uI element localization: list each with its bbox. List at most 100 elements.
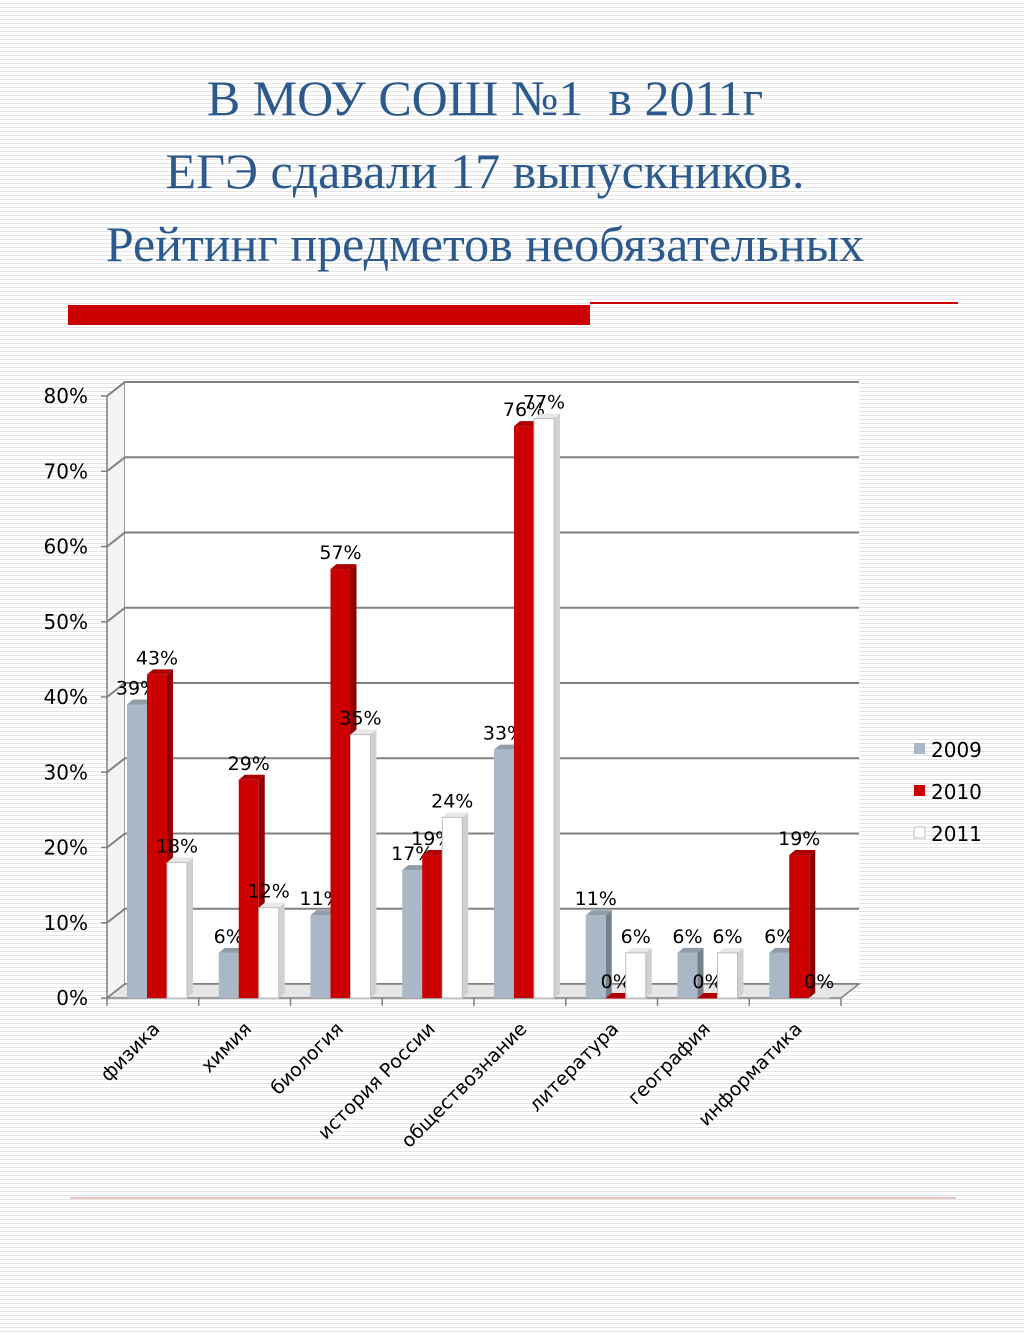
y-tick-label: 10% xyxy=(44,911,88,935)
bar-top xyxy=(218,947,245,953)
data-label: 43% xyxy=(136,647,178,669)
bar-side xyxy=(370,729,377,998)
bar xyxy=(258,907,280,999)
category-label: физика xyxy=(96,1018,164,1086)
bar xyxy=(147,674,167,998)
y-tick-label: 0% xyxy=(56,986,88,1010)
gridline xyxy=(106,832,859,849)
legend-swatch xyxy=(913,826,926,839)
slide-title: В МОУ СОШ №1 в 2011г ЕГЭ сдавали 17 выпу… xyxy=(0,62,970,281)
bar-top xyxy=(258,902,285,908)
gridline xyxy=(106,757,859,774)
bar xyxy=(218,952,239,998)
bar xyxy=(238,779,259,998)
bar-top xyxy=(350,729,377,735)
y-tick-label: 20% xyxy=(44,836,88,860)
bar-top xyxy=(147,669,173,675)
bottom-divider xyxy=(70,1197,956,1199)
bar-top xyxy=(402,865,429,871)
accent-bar xyxy=(68,305,590,325)
bar-top xyxy=(789,850,816,856)
gridline xyxy=(106,606,859,623)
bar-top xyxy=(330,564,357,570)
bar-top xyxy=(494,744,520,750)
bar xyxy=(769,952,790,998)
data-label: 0% xyxy=(692,971,722,993)
legend-label: 2011 xyxy=(931,822,982,846)
data-label: 18% xyxy=(156,836,198,858)
data-label: 57% xyxy=(319,542,361,564)
bar-top xyxy=(238,774,265,780)
bar xyxy=(585,915,606,998)
category-label: литература xyxy=(525,1018,623,1116)
bar xyxy=(441,816,463,999)
bar xyxy=(422,855,443,998)
data-label: 29% xyxy=(228,753,270,775)
bar-top xyxy=(625,947,652,953)
bar-top xyxy=(677,947,704,953)
bar xyxy=(533,418,555,999)
data-label: 6% xyxy=(621,926,651,948)
data-label: 6% xyxy=(214,926,244,948)
bar-side xyxy=(462,812,469,998)
bar xyxy=(127,704,147,998)
legend-label: 2009 xyxy=(931,738,982,762)
accent-rule xyxy=(590,302,958,304)
data-label: 6% xyxy=(672,926,702,948)
bar-side xyxy=(809,850,816,998)
category-label: биология xyxy=(266,1018,347,1099)
bar-top xyxy=(442,812,469,818)
bar-side xyxy=(645,947,652,998)
gridline xyxy=(106,907,859,924)
bar-top xyxy=(167,857,193,863)
bar xyxy=(808,997,830,999)
legend-swatch xyxy=(914,785,925,796)
y-tick-label: 30% xyxy=(44,760,88,784)
data-label: 35% xyxy=(339,708,381,730)
title-line-1: В МОУ СОШ №1 в 2011г xyxy=(206,70,764,126)
legend-label: 2010 xyxy=(931,780,982,804)
bar-top xyxy=(769,947,796,953)
data-label: 12% xyxy=(248,881,290,903)
bar-top xyxy=(534,413,560,419)
bar-top xyxy=(310,910,337,916)
category-label: химия xyxy=(197,1018,256,1077)
data-label: 77% xyxy=(523,392,565,414)
data-label: 76% xyxy=(503,399,545,421)
y-tick-label: 40% xyxy=(44,685,88,709)
data-label: 6% xyxy=(764,926,794,948)
bar-top xyxy=(809,993,836,998)
bar xyxy=(330,569,351,998)
data-label: 19% xyxy=(778,828,820,850)
gridline xyxy=(106,531,859,548)
y-tick-label: 60% xyxy=(44,535,88,559)
bar-side xyxy=(737,947,744,998)
bar xyxy=(625,952,647,999)
bar xyxy=(697,998,718,999)
y-tick-label: 50% xyxy=(44,610,88,634)
data-label: 24% xyxy=(431,790,473,812)
bar-side xyxy=(697,947,704,998)
data-label: 0% xyxy=(804,971,834,993)
data-label: 6% xyxy=(712,926,742,948)
bar-side xyxy=(278,902,285,998)
bar xyxy=(350,734,371,999)
bar xyxy=(677,952,698,998)
gridline xyxy=(106,381,859,397)
bar xyxy=(310,915,331,998)
y-tick-label: 80% xyxy=(44,384,88,408)
data-label: 11% xyxy=(575,888,617,910)
bar xyxy=(514,426,534,999)
bar-top xyxy=(127,699,153,705)
data-label: 0% xyxy=(601,971,631,993)
y-tick-label: 70% xyxy=(44,459,88,483)
bar-top xyxy=(717,947,744,953)
gridline xyxy=(106,682,859,698)
title-line-2: ЕГЭ сдавали 17 выпускников. xyxy=(165,143,805,199)
bar xyxy=(605,998,626,999)
bar xyxy=(166,862,188,999)
bar-top xyxy=(585,910,612,916)
bar xyxy=(402,870,423,998)
bar xyxy=(717,952,738,999)
